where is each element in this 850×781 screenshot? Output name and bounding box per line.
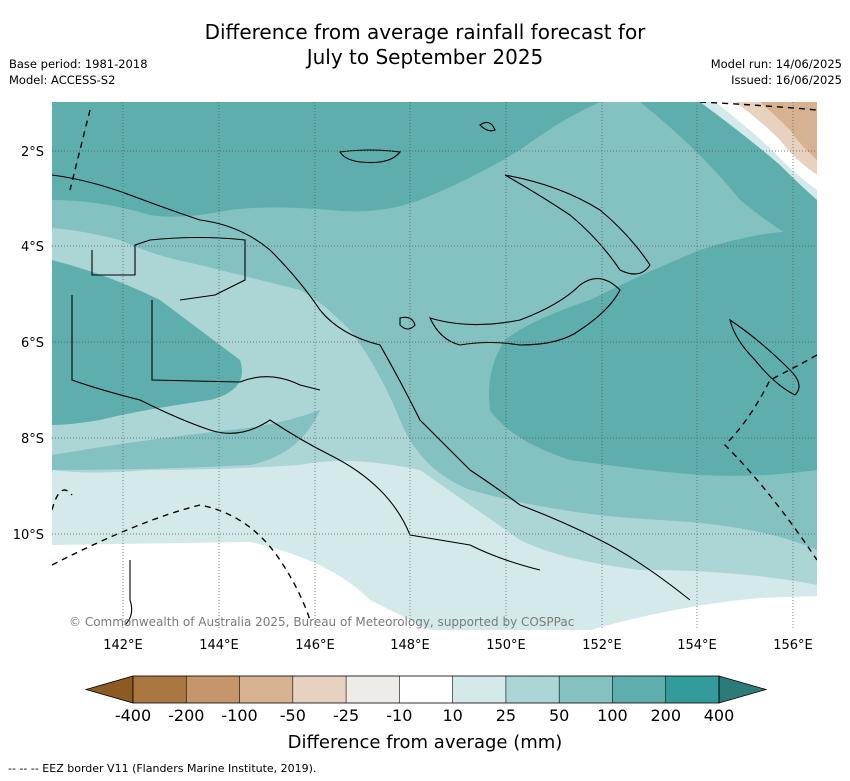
colorbar-title: Difference from average (mm) (288, 732, 563, 753)
colorbar-segment (559, 676, 613, 703)
colorbar-segment (452, 676, 506, 703)
colorbar-tick-label: -200 (168, 706, 204, 725)
colorbar-segment (612, 676, 666, 703)
copyright-text: © Commonwealth of Australia 2025, Bureau… (69, 615, 574, 629)
colorbar (84, 675, 768, 704)
colorbar-tick-label: -10 (386, 706, 412, 725)
lon-label: 146°E (295, 638, 335, 653)
model-name: Model: ACCESS-S2 (9, 73, 116, 87)
colorbar-extend-low (84, 675, 134, 704)
colorbar-tick-label: 50 (549, 706, 569, 725)
colorbar-tick-label: 100 (597, 706, 628, 725)
title-line-1: Difference from average rainfall forecas… (204, 20, 646, 44)
lat-label: 8°S (21, 432, 44, 447)
lon-label: 144°E (199, 638, 239, 653)
colorbar-segment (665, 676, 719, 703)
lon-label: 148°E (390, 638, 430, 653)
colorbar-segment (505, 676, 560, 703)
colorbar-tick-label: 200 (650, 706, 681, 725)
lat-label: 4°S (21, 240, 44, 255)
eez-borders (52, 102, 817, 621)
colorbar-segment (133, 676, 187, 703)
lon-label: 156°E (773, 638, 813, 653)
colorbar-extend-high (718, 675, 768, 704)
eez-footnote: -- -- -- EEZ border V11 (Flanders Marine… (8, 762, 317, 775)
chart-title: Difference from average rainfall forecas… (0, 20, 850, 70)
colorbar-segment (292, 676, 347, 703)
colorbar-segment (186, 676, 240, 703)
issued-date: Issued: 16/06/2025 (731, 73, 842, 87)
colorbar-segment (239, 676, 293, 703)
colorbar-segment (346, 676, 400, 703)
coastlines (52, 121, 800, 626)
colorbar-tick-label: 10 (442, 706, 462, 725)
latitude-labels: 2°S 4°S 6°S 8°S 10°S (13, 145, 44, 543)
colorbar-segment (399, 676, 453, 703)
longitude-labels: 142°E 144°E 146°E 148°E 150°E 152°E 154°… (103, 638, 813, 653)
colorbar-tick-label: -50 (280, 706, 306, 725)
colorbar-tick-labels: -400 -200 -100 -50 -25 -10 10 25 50 100 200 400 (115, 706, 734, 725)
forecast-shading (52, 102, 817, 630)
colorbar-tick-label: -100 (221, 706, 257, 725)
colorbar-tick-label: 400 (704, 706, 735, 725)
lon-label: 152°E (582, 638, 622, 653)
lat-label: 6°S (21, 336, 44, 351)
colorbar-tick-label: -25 (333, 706, 359, 725)
lon-label: 142°E (103, 638, 143, 653)
lat-label: 10°S (13, 528, 44, 543)
model-info: Base period: 1981-2018 Model: ACCESS-S2 (9, 56, 148, 88)
lon-label: 154°E (677, 638, 717, 653)
base-period: Base period: 1981-2018 (9, 57, 148, 71)
run-info: Model run: 14/06/2025 Issued: 16/06/2025 (711, 56, 842, 88)
lat-label: 2°S (21, 145, 44, 160)
gridlines (52, 102, 817, 630)
colorbar-outline (132, 675, 720, 704)
model-run-date: Model run: 14/06/2025 (710, 57, 842, 71)
colorbar-tick-label: -400 (115, 706, 151, 725)
lon-label: 150°E (486, 638, 526, 653)
title-line-2: July to September 2025 (306, 45, 544, 69)
colorbar-tick-label: 25 (496, 706, 516, 725)
